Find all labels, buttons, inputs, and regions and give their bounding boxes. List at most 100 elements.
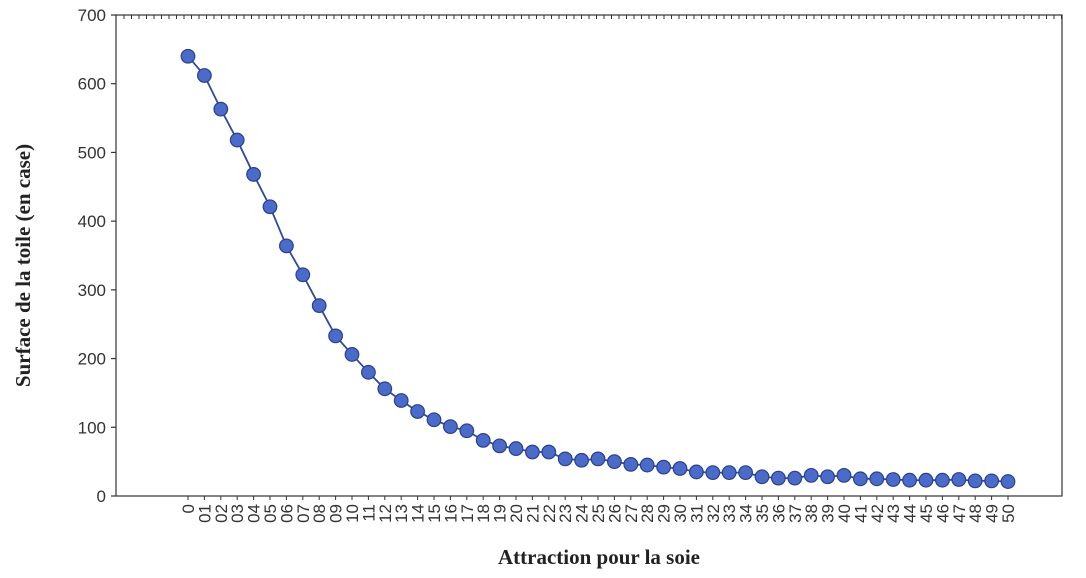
x-axis: 0010203040506070809101112131415161718192…	[179, 496, 1018, 523]
x-tick-label: 47	[950, 504, 969, 523]
x-tick-label: 26	[605, 504, 624, 523]
x-tick-label: 45	[917, 504, 936, 523]
data-point	[935, 472, 950, 488]
data-point	[967, 473, 983, 489]
x-tick-label: 05	[261, 504, 280, 523]
data-point	[721, 465, 737, 481]
x-tick-label: 13	[392, 504, 411, 523]
x-tick-label: 0	[179, 504, 198, 513]
x-tick-label: 39	[819, 504, 838, 523]
data-point	[541, 444, 557, 460]
x-tick-label: 07	[294, 504, 313, 523]
x-tick-label: 02	[212, 504, 231, 523]
x-tick-label: 16	[441, 504, 460, 523]
data-point	[525, 444, 540, 460]
data-point	[869, 471, 885, 487]
data-point	[787, 470, 803, 486]
x-tick-label: 04	[245, 504, 264, 523]
x-tick-label: 34	[737, 504, 756, 523]
data-point	[213, 101, 229, 117]
x-tick-label: 21	[523, 504, 542, 523]
data-point	[311, 298, 327, 314]
x-tick-label: 30	[671, 504, 690, 523]
data-point	[689, 464, 704, 480]
data-point	[590, 451, 606, 467]
data-point	[344, 347, 360, 362]
data-point	[196, 68, 212, 83]
data-point	[492, 438, 508, 454]
data-point	[475, 432, 491, 448]
x-tick-label: 48	[966, 504, 985, 523]
data-point	[377, 381, 393, 397]
plot-frame	[115, 14, 1063, 497]
x-tick-label: 22	[540, 504, 559, 523]
data-point	[771, 470, 786, 486]
y-tick-label: 0	[97, 487, 106, 506]
data-point	[246, 167, 262, 182]
data-point	[885, 472, 901, 487]
x-tick-label: 25	[589, 504, 608, 523]
x-tick-label: 01	[195, 504, 214, 523]
x-tick-label: 36	[769, 504, 788, 523]
plot-area-border	[115, 14, 1063, 497]
y-axis-title: Surface de la toile (en case)	[11, 144, 35, 387]
data-point	[738, 465, 753, 481]
data-point	[574, 452, 589, 468]
data-point	[820, 469, 835, 485]
y-axis: 0 100 200 300 400 500 600 700	[78, 6, 116, 506]
data-point	[836, 467, 852, 483]
data-point	[557, 451, 573, 467]
data-point	[951, 472, 967, 487]
x-tick-label: 11	[359, 504, 378, 522]
x-tick-label: 24	[573, 504, 592, 523]
x-tick-label: 27	[622, 504, 641, 523]
data-point	[361, 364, 376, 380]
x-tick-label: 06	[277, 504, 296, 523]
x-tick-label: 08	[310, 504, 329, 523]
data-point	[295, 267, 311, 283]
data-point	[984, 473, 999, 489]
data-point	[639, 457, 655, 473]
y-tick-label: 700	[78, 6, 106, 25]
x-tick-label: 28	[638, 504, 657, 523]
y-tick-label: 600	[78, 75, 106, 94]
data-point	[393, 393, 409, 408]
y-tick-label: 300	[78, 281, 106, 300]
x-tick-label: 31	[687, 504, 706, 523]
x-tick-label: 43	[884, 504, 903, 523]
x-tick-label: 42	[868, 504, 887, 523]
x-tick-label: 50	[999, 504, 1018, 523]
y-tick-label: 500	[78, 143, 106, 162]
x-tick-label: 14	[409, 504, 428, 523]
x-tick-label: 17	[458, 504, 477, 523]
x-tick-label: 37	[786, 504, 805, 523]
x-tick-label: 46	[933, 504, 952, 523]
series-layer	[180, 48, 1016, 489]
x-tick-label: 33	[720, 504, 739, 523]
data-point	[705, 465, 721, 481]
data-point	[656, 459, 671, 475]
data-point	[459, 423, 475, 439]
x-tick-label: 41	[851, 504, 870, 523]
y-tick-label: 400	[78, 212, 106, 231]
x-tick-label: 19	[491, 504, 510, 523]
x-tick-label: 09	[327, 504, 346, 523]
data-point	[623, 456, 639, 472]
data-point	[607, 454, 622, 470]
data-point	[803, 467, 819, 483]
data-point	[262, 199, 278, 215]
x-tick-label: 18	[474, 504, 493, 523]
data-point	[1000, 474, 1016, 489]
x-tick-label: 32	[704, 504, 723, 523]
data-point	[902, 472, 917, 488]
x-tick-label: 03	[228, 504, 247, 523]
data-point	[180, 48, 196, 64]
x-tick-label: 12	[376, 504, 395, 523]
x-tick-label: 40	[835, 504, 854, 523]
data-point	[672, 461, 688, 476]
x-tick-label: 38	[802, 504, 821, 523]
x-tick-label: 29	[655, 504, 674, 523]
x-tick-label: 35	[753, 504, 772, 523]
x-tick-label: 49	[983, 504, 1002, 523]
